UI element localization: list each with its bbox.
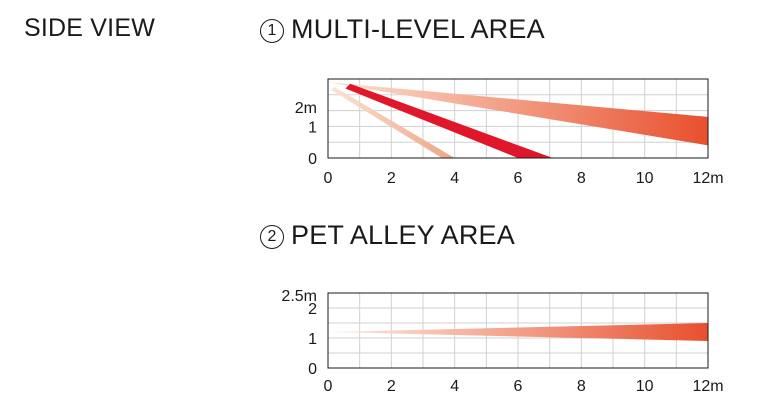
long-range-zone (328, 82, 708, 146)
mid-range-zone (345, 83, 553, 158)
x-tick-label: 10 (636, 378, 654, 395)
multi-level-title-text: MULTI-LEVEL AREA (291, 14, 545, 44)
pet-alley-frame (327, 292, 709, 369)
x-tick-label: 2 (387, 170, 396, 187)
x-tick-label: 4 (450, 170, 459, 187)
y-tick-label: 1 (308, 119, 317, 136)
side-view-title: SIDE VIEW (24, 14, 155, 42)
y-tick-label: 2m (295, 100, 317, 117)
pet-alley-title: 2 PET ALLEY AREA (260, 220, 515, 251)
pet-alley-beam (328, 323, 708, 341)
y-tick-label: 0 (308, 151, 317, 168)
multi-level-y-ticks: 0 1 2m (295, 100, 317, 168)
y-tick-label: 0 (308, 361, 317, 378)
pet-alley-x-ticks: 0 2 4 6 8 10 12m (324, 378, 724, 395)
x-tick-label: 10 (636, 170, 654, 187)
short-range-zone (331, 86, 455, 158)
x-tick-label: 0 (324, 378, 333, 395)
x-tick-label: 8 (577, 378, 586, 395)
x-tick-label: 12m (692, 170, 723, 187)
x-tick-label: 6 (514, 378, 523, 395)
x-tick-label: 12m (692, 378, 723, 395)
multi-level-frame (327, 78, 709, 159)
x-tick-label: 8 (577, 170, 586, 187)
y-tick-label: 2 (308, 301, 317, 318)
multi-level-zones (328, 82, 708, 158)
x-tick-label: 0 (324, 170, 333, 187)
pet-alley-y-ticks: 0 1 22.5m (281, 288, 317, 378)
pet-alley-title-text: PET ALLEY AREA (291, 220, 515, 250)
x-tick-label: 2 (387, 378, 396, 395)
y-tick-label: 2.5m (281, 288, 317, 305)
y-tick-label: 1 (308, 331, 317, 348)
x-tick-label: 4 (450, 378, 459, 395)
multi-level-title: 1 MULTI-LEVEL AREA (260, 14, 545, 45)
multi-level-x-ticks: 0 2 4 6 8 10 12m (324, 170, 724, 187)
x-tick-label: 6 (514, 170, 523, 187)
number-badge-1: 1 (260, 19, 284, 43)
number-badge-2: 2 (260, 225, 284, 249)
